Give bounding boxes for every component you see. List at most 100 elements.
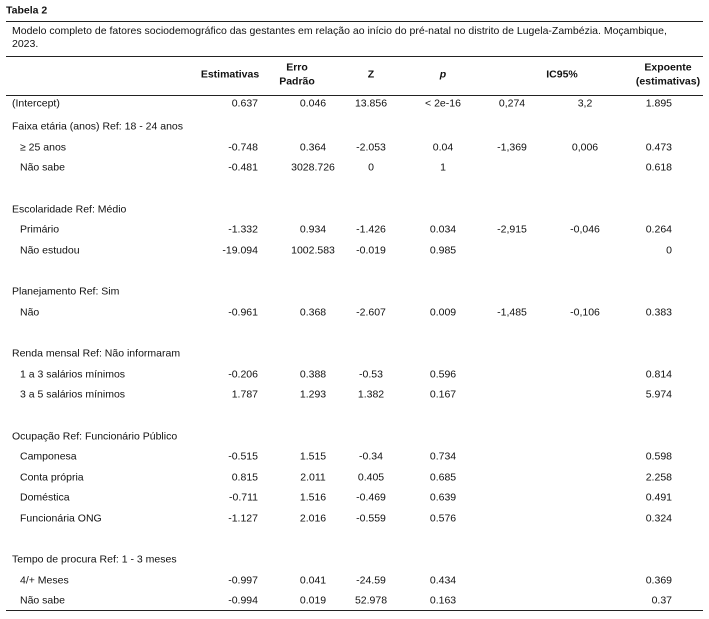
cell-value: 0.814 — [645, 368, 672, 380]
column-header: p — [439, 68, 447, 81]
cell-value: 0.491 — [645, 491, 672, 504]
cell-value: -24.59 — [356, 574, 386, 586]
cell-value: 1.787 — [231, 388, 258, 401]
cell-value: -0.961 — [228, 306, 258, 318]
cell-value: -1,485 — [497, 306, 527, 318]
cell-value: 0.041 — [299, 574, 327, 586]
rule — [6, 21, 703, 22]
cell-value: 0 — [368, 161, 374, 174]
row-label: Não — [20, 306, 40, 318]
cell-value: -1.127 — [228, 512, 258, 524]
cell-value: -1,369 — [497, 141, 527, 153]
column-header: Estimativas — [200, 68, 260, 81]
cell-value: 0.324 — [645, 512, 672, 524]
rule — [6, 56, 703, 57]
group-title: Faixa etária (anos) Ref: 18 - 24 anos — [12, 120, 184, 133]
cell-value: 0.163 — [429, 594, 457, 607]
column-header: Expoente — [644, 61, 692, 74]
cell-value: 1 — [440, 161, 446, 174]
column-header: Padrão — [279, 75, 315, 88]
column-header: (estimativas) — [635, 75, 701, 88]
group-title: Ocupação Ref: Funcionário Público — [12, 430, 178, 442]
cell-value: 3,2 — [577, 97, 593, 110]
cell-value: 0.383 — [645, 306, 672, 318]
row-label: (Intercept) — [12, 97, 60, 110]
cell-value: -0.481 — [228, 161, 258, 174]
cell-value: 2.016 — [299, 512, 327, 524]
cell-value: 0.815 — [231, 471, 258, 483]
row-label: 3 a 5 salários mínimos — [20, 388, 126, 401]
cell-value: 0.368 — [299, 306, 327, 318]
group-title: Tempo de procura Ref: 1 - 3 meses — [12, 553, 177, 566]
cell-value: 0.434 — [429, 574, 457, 586]
cell-value: 0.598 — [645, 450, 672, 463]
cell-value: 0.618 — [645, 161, 672, 174]
cell-value: -0.515 — [228, 450, 258, 463]
row-label: Não estudou — [20, 244, 80, 256]
cell-value: 0.473 — [645, 141, 672, 153]
cell-value: 0.639 — [429, 491, 457, 504]
cell-value: 3028.726 — [291, 161, 335, 174]
cell-value: 1.895 — [645, 97, 672, 110]
cell-value: 0.734 — [429, 450, 457, 463]
cell-value: 2.258 — [645, 471, 672, 483]
row-label: Conta própria — [20, 471, 84, 483]
table-caption: Modelo completo de fatores sociodemográf… — [12, 25, 667, 50]
column-header: Z — [367, 68, 375, 81]
row-label: ≥ 25 anos — [20, 141, 67, 153]
cell-value: 0.685 — [429, 471, 457, 483]
group-title: Renda mensal Ref: Não informaram — [12, 347, 181, 360]
row-label: Funcionária ONG — [20, 512, 102, 524]
cell-value: < 2e-16 — [425, 97, 461, 110]
cell-value: 0.364 — [299, 141, 327, 153]
cell-value: 0.934 — [299, 223, 327, 236]
cell-value: -0.994 — [228, 594, 258, 607]
cell-value: 13.856 — [354, 97, 388, 110]
cell-value: 0.019 — [299, 594, 327, 607]
cell-value: 5.974 — [645, 388, 672, 401]
cell-value: -0,106 — [570, 306, 600, 318]
group-title: Escolaridade Ref: Médio — [12, 203, 127, 215]
cell-value: -19.094 — [222, 244, 258, 256]
cell-value: -1.332 — [228, 223, 258, 236]
cell-value: -0.748 — [228, 141, 258, 153]
row-label: Camponesa — [20, 450, 77, 463]
cell-value: 0,274 — [498, 97, 526, 110]
cell-value: 0.04 — [432, 141, 454, 153]
row-label: Primário — [20, 223, 60, 236]
cell-value: 0.405 — [357, 471, 385, 483]
cell-value: 1.516 — [299, 491, 327, 504]
cell-value: 0.596 — [429, 368, 457, 380]
row-label: Doméstica — [20, 491, 70, 504]
cell-value: 1.515 — [299, 450, 327, 463]
cell-value: -0.206 — [228, 368, 258, 380]
cell-value: 0.369 — [645, 574, 672, 586]
column-header: IC95% — [546, 68, 578, 81]
row-label: 4/+ Meses — [20, 574, 69, 586]
cell-value: -0.019 — [356, 244, 386, 256]
cell-value: -2.607 — [356, 306, 386, 318]
cell-value: 0,006 — [571, 141, 599, 153]
cell-value: 0.264 — [645, 223, 672, 236]
cell-value: 2.011 — [300, 471, 326, 483]
cell-value: -0.997 — [228, 574, 258, 586]
cell-value: 1.293 — [299, 388, 327, 401]
cell-value: -2,915 — [497, 223, 527, 236]
cell-value: 0.034 — [429, 223, 457, 236]
cell-value: 1.382 — [357, 388, 385, 401]
rule — [6, 610, 703, 611]
cell-value: 0.37 — [651, 594, 672, 607]
row-label: Não sabe — [20, 594, 65, 607]
table-title: Tabela 2 — [6, 4, 48, 17]
cell-value: 0.388 — [299, 368, 327, 380]
cell-value: 0.046 — [299, 97, 327, 110]
group-title: Planejamento Ref: Sim — [12, 285, 120, 298]
cell-value: 0 — [666, 244, 672, 256]
cell-value: 0.985 — [429, 244, 457, 256]
cell-value: -0.469 — [356, 491, 386, 504]
cell-value: -0,046 — [570, 223, 600, 236]
cell-value: 0.167 — [429, 388, 457, 401]
rule — [6, 95, 703, 96]
row-label: Não sabe — [20, 161, 65, 174]
